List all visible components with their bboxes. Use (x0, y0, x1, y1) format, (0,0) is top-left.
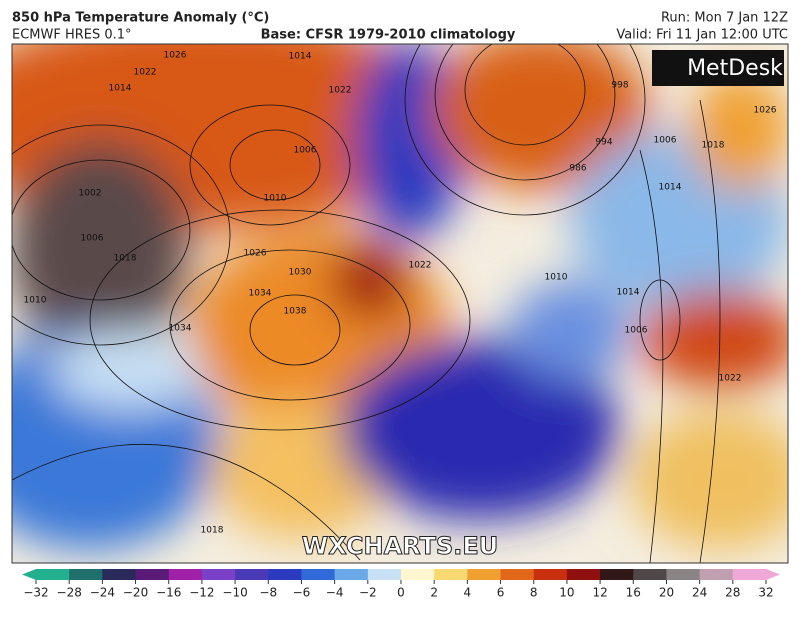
colorbar-segment (301, 569, 336, 580)
isobar-label: 1014 (109, 84, 132, 94)
logo: MetDesk (687, 56, 783, 81)
isobar-label: 1018 (201, 526, 224, 536)
isobar-label: 1018 (114, 254, 137, 264)
base: Base: CFSR 1979-2010 climatology (261, 28, 516, 43)
isobar-label: 1006 (625, 326, 648, 336)
colorbar-segment (201, 569, 236, 580)
isobar-label: 986 (569, 164, 586, 174)
isobar-label: 1006 (654, 136, 677, 146)
isobar-label: 1034 (249, 289, 272, 299)
run: Run: Mon 7 Jan 12Z (661, 11, 788, 26)
colorbar-segment (500, 569, 535, 580)
colorbar-label: 16 (626, 586, 641, 600)
map-frame (11, 43, 789, 564)
isobar-label: 1026 (244, 249, 267, 259)
isobar-label: 998 (611, 81, 628, 91)
colorbar-label: −32 (23, 586, 48, 600)
model: ECMWF HRES 0.1° (12, 28, 132, 43)
colorbar-label: −10 (222, 586, 247, 600)
isobar-label: 1006 (294, 146, 317, 156)
colorbar-segment (367, 569, 402, 580)
colorbar-label: −4 (326, 586, 344, 600)
isobar-label: 1022 (409, 261, 432, 271)
logo-box (652, 50, 784, 86)
isobar-label: 1034 (169, 324, 192, 334)
colorbar-segment (666, 569, 701, 580)
isobar-label: 1010 (24, 296, 47, 306)
isobar-label: 1026 (754, 106, 777, 116)
isobar-label: 1002 (79, 189, 102, 199)
isobar-label: 1022 (329, 86, 352, 96)
colorbar: −32 −28 −24 −20 −16 −12 −10 −8 −6 −4 −2 0 2 4 6 8 10 12 16… (22, 569, 780, 600)
colorbar-segment (102, 569, 137, 580)
colorbar-label: 10 (559, 586, 574, 600)
isobar-label: 1014 (289, 52, 312, 62)
isobar-label: 1010 (545, 273, 568, 283)
isobars (12, 44, 721, 563)
colorbar-end (766, 569, 780, 580)
isobar-label: 1014 (617, 288, 640, 298)
colorbar-segment (633, 569, 667, 580)
colorbar-label: −16 (156, 586, 181, 600)
colorbar-segment (268, 569, 302, 580)
colorbar-label: 24 (692, 586, 707, 600)
colorbar-label: −20 (123, 586, 148, 600)
colorbar-segment (434, 569, 468, 580)
colorbar-segment (566, 569, 601, 580)
colorbar-segment (732, 569, 767, 580)
colorbar-label: −12 (189, 586, 214, 600)
colorbar-label: 12 (592, 586, 607, 600)
colorbar-end (22, 569, 36, 580)
isobar-label: 1026 (164, 51, 187, 61)
colorbar-label: −6 (293, 586, 311, 600)
isobar-label: 1006 (81, 234, 104, 244)
colorbar-label: 6 (497, 586, 505, 600)
colorbar-label: 32 (758, 586, 773, 600)
colorbar-label: 8 (530, 586, 538, 600)
colorbar-segment (401, 569, 435, 580)
colorbar-label: 0 (397, 586, 405, 600)
colorbar-segment (36, 569, 70, 580)
colorbar-label: 2 (430, 586, 438, 600)
colorbar-label: −24 (90, 586, 115, 600)
isobar-label: 1030 (289, 268, 312, 278)
isobar-label: 1010 (264, 194, 287, 204)
colorbar-label: −2 (359, 586, 377, 600)
title: 850 hPa Temperature Anomaly (°C) (12, 11, 269, 26)
colorbar-segment (533, 569, 568, 580)
isobar-label: 1022 (134, 68, 157, 78)
colorbar-label: 20 (659, 586, 674, 600)
colorbar-segment (334, 569, 369, 580)
colorbar-label: 4 (464, 586, 472, 600)
valid: Valid: Fri 11 Jan 12:00 UTC (616, 28, 788, 43)
colorbar-segment (235, 569, 269, 580)
map: 1026102210141014102210061010100210061018… (12, 44, 788, 563)
colorbar-segment (600, 569, 634, 580)
colorbar-segment (467, 569, 502, 580)
isobar-label: 1022 (719, 374, 742, 384)
isobar-label: 994 (595, 138, 612, 148)
colorbar-label: −28 (57, 586, 82, 600)
colorbar-segment (135, 569, 170, 580)
watermark: WXCHARTS.EU (302, 532, 498, 560)
colorbar-label: 28 (725, 586, 740, 600)
isobar-label: 1014 (659, 183, 682, 193)
colorbar-segment (69, 569, 103, 580)
isobar-label: 1018 (702, 141, 725, 151)
isobar-label: 1038 (284, 307, 307, 317)
colorbar-label: −8 (259, 586, 277, 600)
colorbar-segment (168, 569, 203, 580)
colorbar-segment (699, 569, 734, 580)
